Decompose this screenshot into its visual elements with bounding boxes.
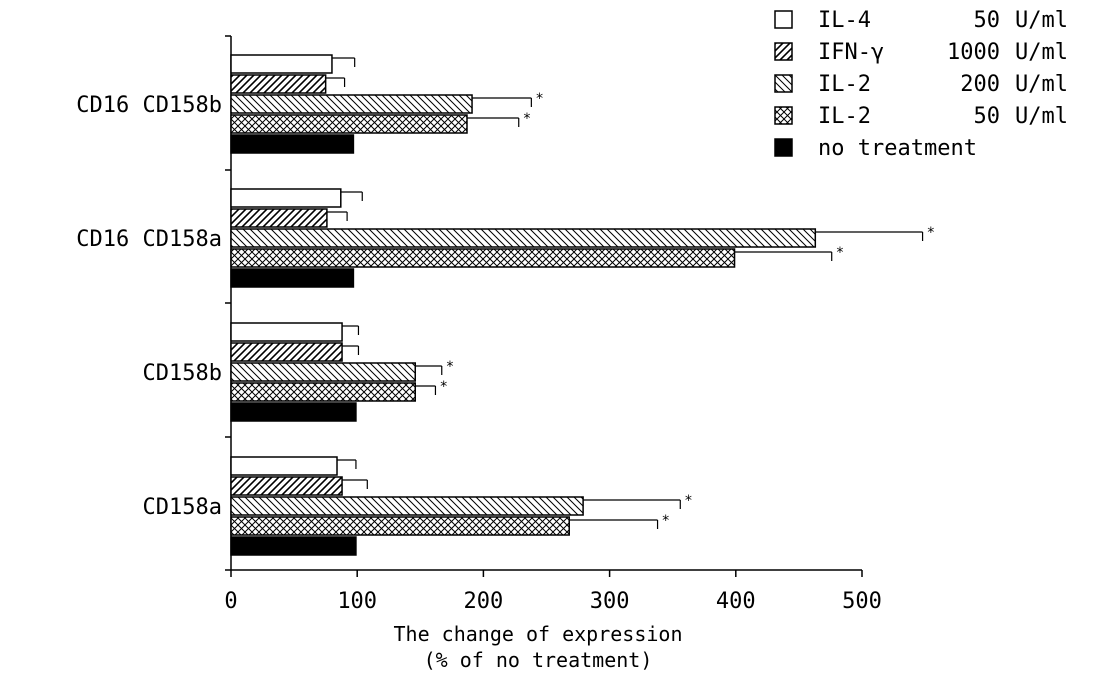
bar	[230, 496, 584, 516]
bar	[230, 54, 333, 74]
legend-swatch	[774, 74, 793, 93]
x-axis-label: The change of expression	[394, 622, 683, 646]
legend-series-name: no treatment	[818, 136, 977, 161]
bar	[230, 342, 343, 362]
legend-series-name: IFN-γ	[818, 40, 884, 65]
category-label: CD16 CD158a	[76, 227, 222, 252]
legend-dose: 50	[974, 8, 1001, 33]
bar	[230, 268, 355, 288]
bar	[230, 208, 328, 228]
bar	[230, 94, 473, 114]
legend-series-name: IL-2	[818, 72, 871, 97]
x-axis-label-line2: (% of no treatment)	[424, 648, 653, 672]
significance-marker: *	[684, 493, 692, 509]
legend-swatch	[774, 138, 793, 157]
bar	[230, 188, 342, 208]
bar	[230, 516, 570, 536]
x-tick-label: 400	[716, 589, 756, 614]
significance-marker: *	[836, 245, 844, 261]
legend-unit: U/ml	[1015, 8, 1068, 33]
legend-unit: U/ml	[1015, 40, 1068, 65]
x-tick-label: 300	[590, 589, 630, 614]
legend-dose: 200	[960, 72, 1000, 97]
significance-marker: *	[523, 111, 531, 127]
legend-unit: U/ml	[1015, 104, 1068, 129]
bar	[230, 402, 357, 422]
significance-marker: *	[662, 513, 670, 529]
significance-marker: *	[439, 379, 447, 395]
significance-marker: *	[535, 91, 543, 107]
significance-marker: *	[446, 359, 454, 375]
bar	[230, 114, 468, 134]
legend-series-name: IL-4	[818, 8, 871, 33]
legend-swatch	[774, 106, 793, 125]
legend-dose: 1000	[947, 40, 1000, 65]
category-label: CD158b	[143, 361, 222, 386]
legend-series-name: IL-2	[818, 104, 871, 129]
bar	[230, 134, 355, 154]
legend-unit: U/ml	[1015, 72, 1068, 97]
x-tick-label: 500	[842, 589, 882, 614]
bar	[230, 228, 817, 248]
legend-swatch	[774, 42, 793, 61]
x-tick-label: 0	[224, 589, 237, 614]
legend-dose: 50	[974, 104, 1001, 129]
category-label: CD16 CD158b	[76, 93, 222, 118]
bar	[230, 382, 417, 402]
significance-marker: *	[927, 225, 935, 241]
bar	[230, 248, 736, 268]
bar	[230, 362, 417, 382]
bar	[230, 476, 343, 496]
bar	[230, 74, 327, 94]
bar	[230, 322, 343, 342]
legend-swatch	[774, 10, 793, 29]
category-label: CD158a	[143, 495, 222, 520]
bar	[230, 456, 338, 476]
x-tick-label: 200	[464, 589, 504, 614]
x-tick-label: 100	[337, 589, 377, 614]
bar	[230, 536, 357, 556]
